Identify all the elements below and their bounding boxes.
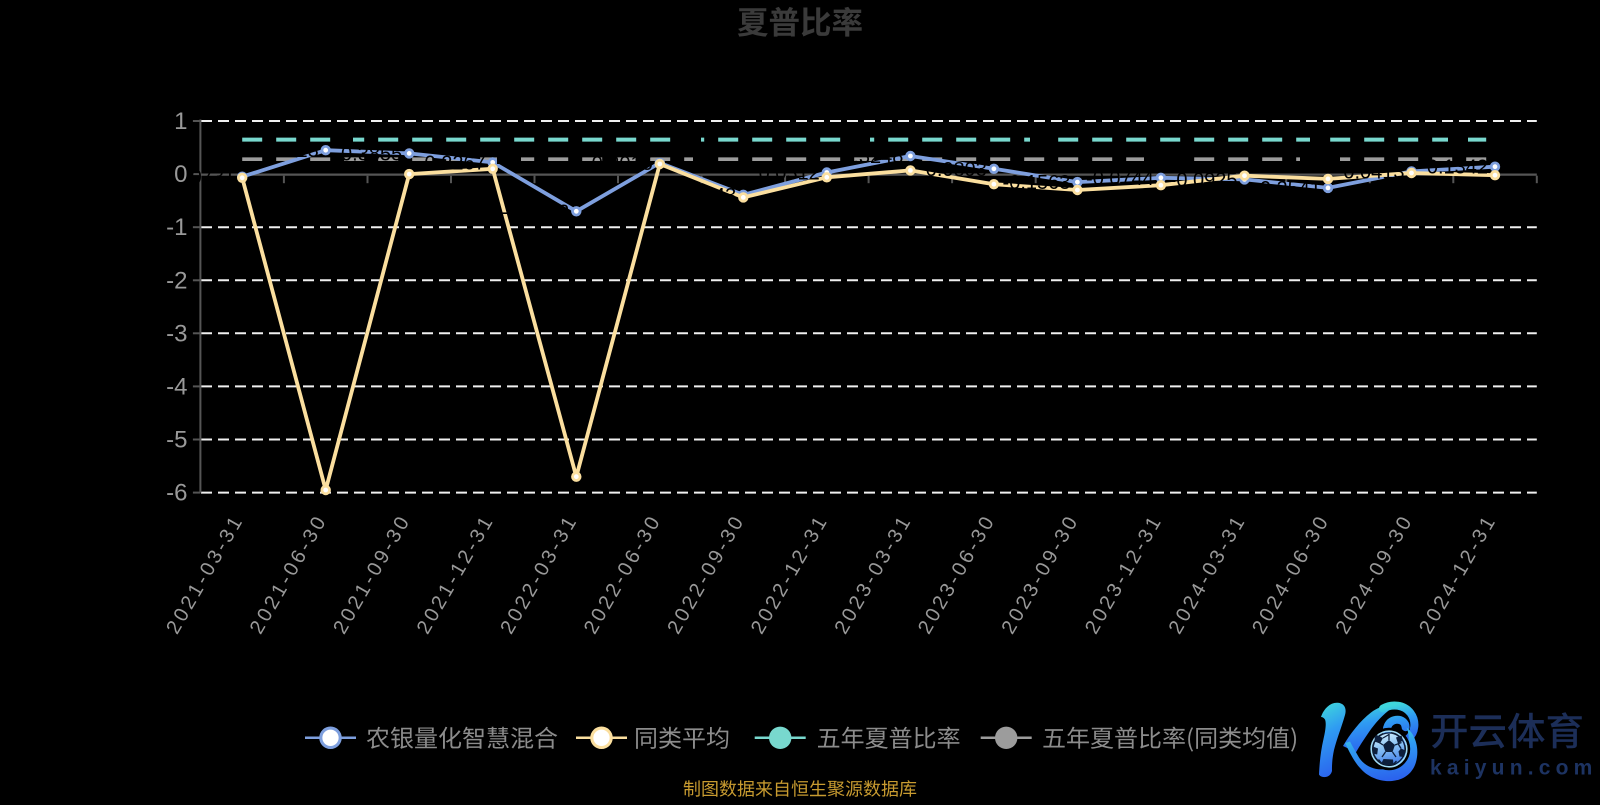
svg-text:-0.2541: -0.2541: [1253, 178, 1321, 200]
svg-text:0.4513: 0.4513: [258, 140, 319, 162]
svg-text:0.1342: 0.1342: [1427, 157, 1488, 179]
svg-text:-6: -6: [166, 480, 187, 507]
svg-text:-0.7132: -0.7132: [501, 201, 569, 223]
svg-text:-0.1563: -0.1563: [1003, 172, 1071, 194]
svg-text:-5: -5: [166, 427, 187, 454]
svg-text:-0.0731: -0.0731: [167, 167, 235, 189]
svg-text:0.0312: 0.0312: [759, 163, 820, 185]
svg-text:0.0893: 0.0893: [926, 159, 987, 181]
svg-text:0.3248: 0.3248: [842, 146, 903, 168]
svg-text:-3: -3: [166, 320, 187, 347]
svg-text:1: 1: [174, 108, 187, 135]
svg-text:0: 0: [174, 161, 187, 188]
svg-text:-0.0744: -0.0744: [1086, 168, 1154, 190]
svg-text:0.0413: 0.0413: [1343, 161, 1404, 183]
svg-text:-0.3943: -0.3943: [668, 185, 736, 207]
svg-text:-0.0925: -0.0925: [1170, 169, 1238, 191]
svg-text:kaiyun.com: kaiyun.com: [1430, 757, 1598, 780]
svg-text:0.2015: 0.2015: [592, 153, 653, 175]
svg-text:-2: -2: [166, 267, 187, 294]
svg-text:0.3855: 0.3855: [341, 143, 402, 165]
svg-text:-1: -1: [166, 214, 187, 241]
svg-text:0.2267: 0.2267: [425, 152, 486, 174]
svg-text:-4: -4: [166, 373, 187, 400]
